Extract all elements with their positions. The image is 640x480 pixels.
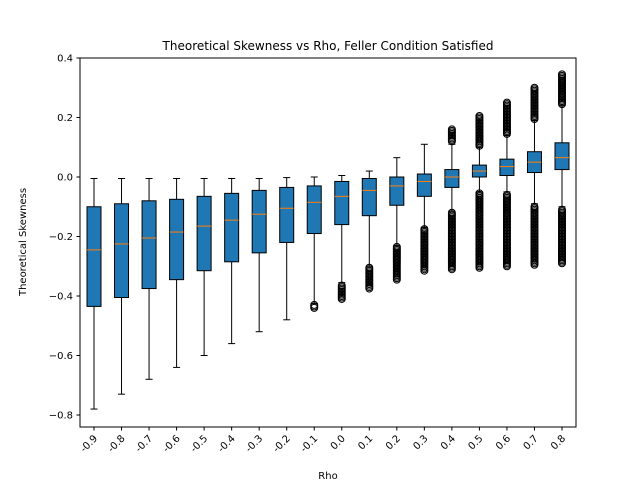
box-rho-0.6: [499, 98, 515, 271]
x-tick-label: 0.7: [522, 433, 541, 452]
box-iqr: [444, 169, 460, 188]
outlier-point: [447, 137, 456, 146]
chart-title: Theoretical Skewness vs Rho, Feller Cond…: [162, 39, 494, 53]
box-iqr: [224, 192, 240, 263]
y-tick-label: 0.0: [57, 173, 73, 184]
y-tick-label: 0.4: [57, 54, 73, 65]
outlier-point: [502, 129, 511, 138]
x-tick-label: 0.3: [411, 433, 430, 452]
box-iqr: [114, 203, 130, 298]
x-tick-label: 0.0: [329, 433, 348, 452]
outlier-point: [447, 265, 456, 274]
x-tick-label: -0.7: [134, 433, 156, 455]
box-iqr: [416, 173, 432, 197]
box-iqr: [86, 206, 102, 307]
box-rho--0.7: [141, 177, 157, 380]
x-tick-label: 0.8: [549, 433, 568, 452]
x-tick-label: -0.9: [79, 433, 101, 455]
box-rho-0.0: [334, 175, 350, 303]
outlier-point: [530, 260, 539, 269]
y-tick-label: −0.4: [49, 292, 73, 303]
outlier-point: [558, 100, 566, 109]
box-rho-0.1: [361, 170, 377, 293]
box-rho--0.8: [114, 177, 130, 395]
box-iqr: [141, 200, 157, 290]
y-axis-label: Theoretical Skewness: [18, 188, 29, 297]
y-axis: 0.4 0.2 0.0 −0.2 −0.4 −0.6 −0.8: [49, 54, 80, 422]
x-tick-label: 0.5: [467, 433, 486, 452]
outlier-point: [310, 303, 319, 312]
x-axis: -0.9 -0.8 -0.7 -0.6 -0.5 -0.4 -0.3 -0.2 -0.1 0.0 0…: [79, 427, 568, 455]
outlier-point: [502, 262, 511, 271]
x-tick-label: -0.8: [106, 433, 128, 455]
outlier-point: [475, 263, 484, 272]
outlier-point: [475, 141, 484, 150]
box-iqr: [169, 198, 185, 281]
box-rho-0.3: [416, 143, 432, 275]
box-iqr: [389, 176, 405, 206]
box-rho-0.4: [444, 125, 460, 274]
y-tick-label: 0.2: [57, 113, 73, 124]
outlier-point: [337, 294, 346, 303]
box-rho--0.4: [224, 177, 240, 345]
outlier-point: [558, 259, 566, 268]
box-rho--0.9: [86, 177, 102, 410]
box-rho-0.2: [389, 157, 405, 284]
x-axis-label: Rho: [318, 471, 337, 480]
box-rho-0.8: [554, 70, 570, 268]
y-tick-label: −0.8: [49, 411, 73, 422]
x-tick-label: -0.3: [244, 433, 266, 455]
x-tick-label: 0.2: [384, 433, 403, 452]
box-rho--0.6: [169, 177, 185, 368]
box-iqr: [251, 189, 267, 254]
outlier-point: [420, 266, 429, 275]
box-iqr: [499, 158, 515, 177]
x-tick-label: -0.1: [299, 433, 321, 455]
box-rho--0.5: [196, 177, 212, 356]
plot-area: [86, 70, 570, 410]
box-rho--0.1: [306, 176, 322, 312]
x-tick-label: -0.4: [216, 433, 238, 455]
x-tick-label: -0.5: [189, 433, 211, 455]
box-iqr: [196, 195, 212, 272]
outlier-point: [365, 284, 374, 293]
y-tick-label: −0.6: [49, 351, 73, 362]
box-rho-0.5: [471, 112, 487, 272]
box-iqr: [361, 177, 377, 217]
box-rho--0.3: [251, 177, 267, 333]
outlier-point: [530, 114, 539, 123]
box-iqr: [279, 186, 295, 243]
outlier-point: [392, 275, 401, 284]
x-tick-label: -0.6: [161, 433, 183, 455]
box-rho-0.7: [526, 83, 542, 269]
box-iqr: [334, 180, 350, 226]
x-tick-label: 0.1: [356, 433, 375, 452]
x-tick-label: 0.4: [439, 433, 458, 452]
box-iqr: [306, 185, 322, 235]
box-iqr: [554, 142, 570, 171]
x-tick-label: 0.6: [494, 433, 513, 452]
box-rho--0.2: [279, 177, 295, 321]
y-tick-label: −0.2: [49, 232, 73, 243]
plot-frame: [79, 57, 577, 428]
x-tick-label: -0.2: [271, 433, 293, 455]
